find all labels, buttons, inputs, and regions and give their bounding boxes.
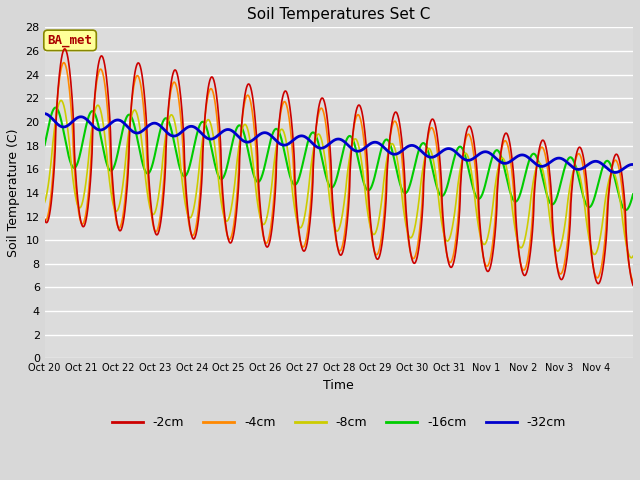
-32cm: [157, 124, 165, 130]
-4cm: [157, 203, 165, 208]
Line: -8cm: -8cm: [45, 100, 633, 258]
-8cm: [629, 253, 637, 259]
-2cm: [41, 216, 49, 222]
-8cm: [560, 230, 568, 236]
-4cm: [60, 60, 68, 65]
Y-axis label: Soil Temperature (C): Soil Temperature (C): [7, 129, 20, 257]
Text: BA_met: BA_met: [47, 34, 93, 47]
-2cm: [629, 282, 637, 288]
-4cm: [431, 132, 438, 138]
-32cm: [41, 111, 49, 117]
-16cm: [560, 169, 568, 175]
-32cm: [508, 158, 515, 164]
Legend: -2cm, -4cm, -8cm, -16cm, -32cm: -2cm, -4cm, -8cm, -16cm, -32cm: [106, 411, 571, 434]
-8cm: [628, 255, 636, 261]
-2cm: [560, 274, 568, 279]
-32cm: [431, 154, 438, 159]
-8cm: [41, 200, 49, 205]
-2cm: [238, 121, 246, 127]
-16cm: [622, 207, 630, 213]
-4cm: [238, 120, 246, 126]
Line: -4cm: -4cm: [45, 62, 633, 281]
Title: Soil Temperatures Set C: Soil Temperatures Set C: [247, 7, 431, 22]
-2cm: [431, 120, 438, 126]
-4cm: [560, 265, 568, 271]
-8cm: [172, 125, 180, 131]
-32cm: [559, 156, 567, 162]
-4cm: [172, 82, 180, 87]
-4cm: [629, 278, 637, 284]
X-axis label: Time: Time: [323, 379, 354, 392]
-32cm: [629, 162, 637, 168]
-8cm: [238, 128, 246, 134]
-8cm: [431, 165, 438, 171]
-16cm: [157, 122, 165, 128]
-16cm: [52, 105, 60, 110]
-2cm: [172, 68, 180, 73]
-8cm: [57, 97, 65, 103]
-16cm: [508, 193, 515, 199]
-16cm: [41, 143, 49, 148]
-8cm: [157, 169, 165, 175]
-8cm: [508, 199, 515, 205]
-32cm: [172, 133, 179, 139]
-16cm: [431, 176, 438, 182]
-16cm: [238, 124, 246, 130]
-4cm: [41, 216, 49, 222]
-4cm: [508, 167, 515, 172]
-16cm: [629, 192, 637, 197]
-16cm: [172, 148, 180, 154]
-2cm: [61, 46, 68, 52]
Line: -16cm: -16cm: [45, 108, 633, 210]
-32cm: [611, 169, 619, 175]
-32cm: [237, 136, 245, 142]
Line: -32cm: -32cm: [45, 114, 633, 172]
-2cm: [157, 213, 165, 219]
Line: -2cm: -2cm: [45, 49, 633, 285]
-2cm: [508, 152, 515, 158]
